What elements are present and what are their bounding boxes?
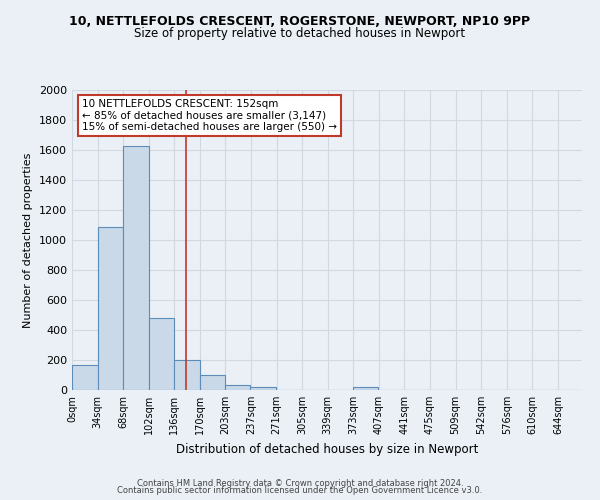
Bar [72,364,98,390]
Bar [123,146,149,390]
Bar [353,387,378,390]
Y-axis label: Number of detached properties: Number of detached properties [23,152,34,328]
Text: Contains HM Land Registry data © Crown copyright and database right 2024.: Contains HM Land Registry data © Crown c… [137,478,463,488]
Text: Size of property relative to detached houses in Newport: Size of property relative to detached ho… [134,28,466,40]
Bar [224,385,250,390]
Bar [98,227,123,390]
Bar [175,360,200,390]
Text: 10 NETTLEFOLDS CRESCENT: 152sqm
← 85% of detached houses are smaller (3,147)
15%: 10 NETTLEFOLDS CRESCENT: 152sqm ← 85% of… [82,99,337,132]
Bar [149,318,175,390]
Text: Contains public sector information licensed under the Open Government Licence v3: Contains public sector information licen… [118,486,482,495]
X-axis label: Distribution of detached houses by size in Newport: Distribution of detached houses by size … [176,442,478,456]
Bar [250,387,276,390]
Bar [200,375,226,390]
Text: 10, NETTLEFOLDS CRESCENT, ROGERSTONE, NEWPORT, NP10 9PP: 10, NETTLEFOLDS CRESCENT, ROGERSTONE, NE… [70,15,530,28]
